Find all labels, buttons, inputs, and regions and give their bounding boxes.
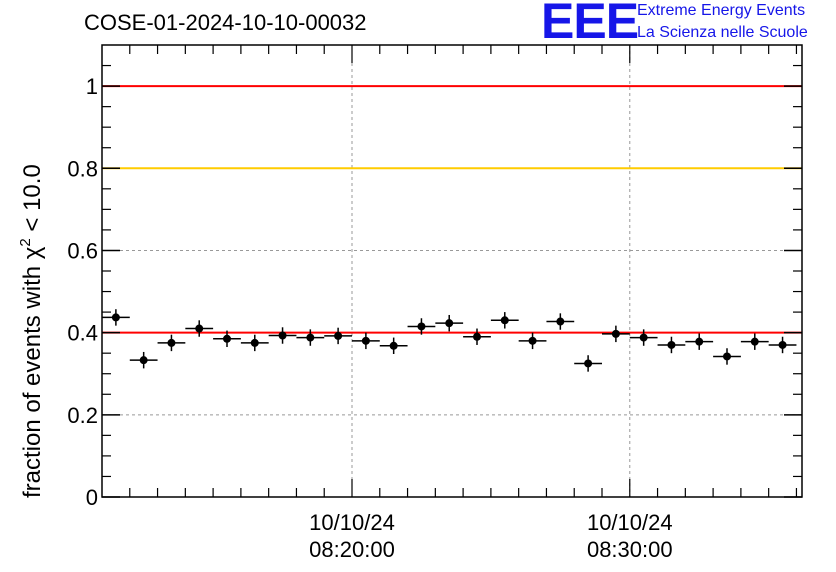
data-point <box>240 334 269 352</box>
data-point <box>268 327 297 344</box>
axis-labels: 00.20.40.60.8110/10/2408:20:0010/10/2408… <box>67 74 672 562</box>
data-marker <box>723 352 731 361</box>
data-point <box>213 330 241 348</box>
data-marker <box>417 322 426 331</box>
data-marker <box>528 336 537 345</box>
x-tick-label-time: 08:20:00 <box>309 537 395 562</box>
data-point <box>407 318 436 335</box>
x-tick-label-date: 10/10/24 <box>587 510 673 535</box>
y-axis-title-post: < 10.0 <box>19 164 46 238</box>
data-point <box>713 348 741 365</box>
data-marker <box>556 317 565 326</box>
data-point <box>463 328 491 345</box>
x-tick-label-date: 10/10/24 <box>309 510 395 535</box>
data-point <box>518 332 547 350</box>
data-marker <box>334 331 343 340</box>
data-marker <box>111 313 120 322</box>
data-point <box>379 337 408 355</box>
grid-lines <box>102 45 802 497</box>
data-marker <box>223 334 231 343</box>
data-point <box>546 313 575 330</box>
y-tick-label: 0.2 <box>67 403 98 428</box>
chart-title: COSE-01-2024-10-10-00032 <box>84 10 367 35</box>
data-marker <box>139 356 148 365</box>
data-marker <box>695 337 704 346</box>
plot-frame <box>101 44 803 498</box>
data-point <box>129 351 158 369</box>
data-marker <box>195 324 204 333</box>
data-point <box>685 333 714 350</box>
data-marker <box>445 319 454 328</box>
data-marker <box>306 333 315 342</box>
y-axis-title-chi: χ <box>19 246 46 259</box>
data-marker <box>611 329 620 338</box>
data-marker <box>473 332 481 341</box>
logo-line-1: Extreme Energy Events <box>637 2 806 19</box>
data-point <box>324 327 352 345</box>
data-point <box>740 333 769 350</box>
reference-lines <box>102 85 802 334</box>
y-axis-title-pre: fraction of events with <box>19 259 46 498</box>
y-tick-label: 1 <box>86 74 98 99</box>
data-marker <box>167 338 176 347</box>
data-marker <box>778 340 787 349</box>
y-axis-title: fraction of events with χ2 < 10.0 <box>17 164 46 498</box>
data-marker <box>584 359 593 368</box>
data-point <box>657 336 686 354</box>
y-axis-title-exp: 2 <box>17 238 34 246</box>
data-point <box>157 334 186 352</box>
data-marker <box>250 338 259 347</box>
data-point <box>629 329 658 346</box>
data-marker <box>389 341 398 350</box>
data-point <box>602 325 630 343</box>
y-tick-label: 0 <box>86 485 98 510</box>
data-point <box>435 314 464 332</box>
data-marker <box>361 336 370 345</box>
data-point <box>768 336 797 354</box>
data-marker <box>667 340 676 349</box>
data-marker <box>639 333 648 342</box>
data-point <box>352 332 380 350</box>
data-marker <box>500 316 509 325</box>
logo-line-2: La Scienza nelle Scuole <box>637 24 808 41</box>
y-tick-label: 0.4 <box>67 321 98 346</box>
data-point <box>296 329 325 346</box>
axis-ticks <box>102 45 802 498</box>
eee-logo: EEE <box>541 0 639 49</box>
data-point <box>185 320 214 337</box>
x-tick-label-time: 08:30:00 <box>587 537 673 562</box>
data-point <box>574 355 602 372</box>
y-tick-label: 0.8 <box>67 156 98 181</box>
data-points <box>102 309 797 372</box>
y-tick-label: 0.6 <box>67 238 98 263</box>
data-marker <box>750 337 759 346</box>
data-marker <box>278 331 287 340</box>
data-point <box>102 309 130 326</box>
data-point <box>490 312 519 329</box>
